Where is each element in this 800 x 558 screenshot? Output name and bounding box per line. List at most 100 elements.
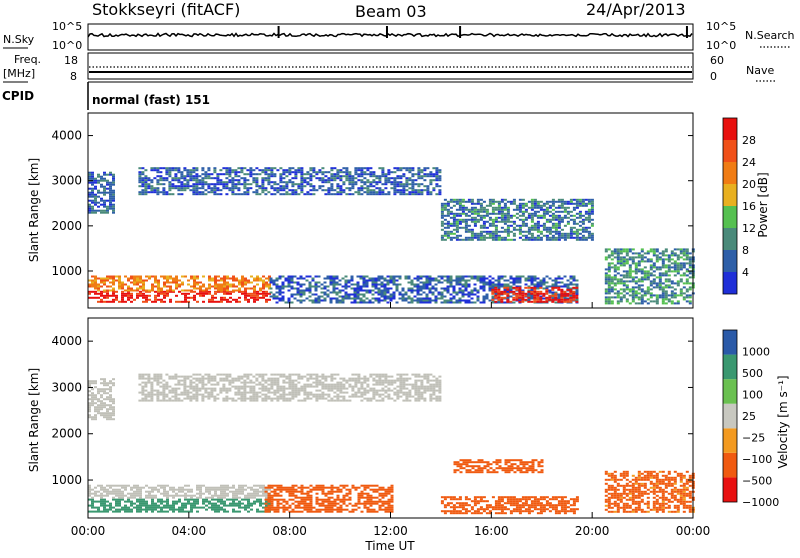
heatmap-cell xyxy=(509,291,512,293)
heatmap-cell xyxy=(626,300,629,302)
heatmap-cell xyxy=(136,276,139,278)
heatmap-cell xyxy=(632,258,635,260)
heatmap-cell xyxy=(198,181,201,183)
heatmap-cell xyxy=(187,501,190,503)
heatmap-cell xyxy=(162,187,165,189)
heatmap-cell xyxy=(352,511,355,513)
heatmap-cell xyxy=(656,258,659,260)
heatmap-cell xyxy=(456,300,459,302)
heatmap-cell xyxy=(453,504,456,506)
heatmap-cell xyxy=(214,505,217,507)
heatmap-cell xyxy=(546,219,549,221)
heatmap-cell xyxy=(387,169,390,171)
heatmap-cell xyxy=(480,282,483,284)
heatmap-cell xyxy=(366,191,369,193)
heatmap-cell xyxy=(229,487,232,489)
heatmap-cell xyxy=(127,501,130,503)
heatmap-cell xyxy=(315,294,318,296)
heatmap-cell xyxy=(524,293,527,295)
heatmap-cell xyxy=(223,485,226,487)
heatmap-cell xyxy=(124,509,127,511)
heatmap-cell xyxy=(390,298,393,300)
heatmap-cell xyxy=(144,183,147,185)
heatmap-cell xyxy=(363,177,366,179)
heatmap-cell xyxy=(638,298,641,300)
heatmap-cell xyxy=(166,286,169,288)
heatmap-cell xyxy=(683,286,686,288)
heatmap-cell xyxy=(94,210,97,212)
heatmap-cell xyxy=(677,254,680,256)
heatmap-cell xyxy=(133,276,136,278)
heatmap-cell xyxy=(180,173,183,175)
heatmap-cell xyxy=(411,183,414,185)
heatmap-cell xyxy=(510,496,513,498)
heatmap-cell xyxy=(417,288,420,290)
heatmap-cell xyxy=(345,167,348,169)
heatmap-cell xyxy=(196,497,199,499)
heatmap-cell xyxy=(285,175,288,177)
heatmap-cell xyxy=(444,504,447,506)
heatmap-cell xyxy=(480,288,483,290)
heatmap-cell xyxy=(91,178,94,180)
heatmap-cell xyxy=(121,493,124,495)
heatmap-cell xyxy=(97,507,100,509)
heatmap-cell xyxy=(384,292,387,294)
heatmap-cell xyxy=(282,181,285,183)
heatmap-cell xyxy=(495,506,498,508)
heatmap-cell xyxy=(367,485,370,487)
heatmap-cell xyxy=(501,512,504,514)
heatmap-cell xyxy=(540,209,543,211)
heatmap-cell xyxy=(166,495,169,497)
heatmap-cell xyxy=(504,502,507,504)
heatmap-cell xyxy=(585,219,588,221)
heatmap-cell xyxy=(147,179,150,181)
heatmap-cell xyxy=(285,169,288,171)
heatmap-cell xyxy=(195,187,198,189)
heatmap-cell xyxy=(564,496,567,498)
heatmap-cell xyxy=(516,504,519,506)
heatmap-cell xyxy=(327,276,330,278)
heatmap-cell xyxy=(232,491,235,493)
heatmap-cell xyxy=(396,181,399,183)
heatmap-cell xyxy=(127,293,130,295)
heatmap-cell xyxy=(330,298,333,300)
heatmap-cell xyxy=(348,173,351,175)
heatmap-cell xyxy=(576,201,579,203)
heatmap-cell xyxy=(357,288,360,290)
heatmap-cell xyxy=(370,489,373,491)
heatmap-cell xyxy=(507,215,510,217)
heatmap-cell xyxy=(588,213,591,215)
heatmap-cell xyxy=(124,501,127,503)
heatmap-cell xyxy=(626,276,629,278)
heatmap-cell xyxy=(208,497,211,499)
heatmap-cell xyxy=(560,291,563,293)
heatmap-cell xyxy=(256,499,259,501)
heatmap-cell xyxy=(298,511,301,513)
heatmap-cell xyxy=(576,496,579,498)
heatmap-cell xyxy=(453,223,456,225)
heatmap-cell xyxy=(522,498,525,500)
heatmap-cell xyxy=(244,297,247,299)
heatmap-cell xyxy=(178,511,181,513)
heatmap-cell xyxy=(160,507,163,509)
heatmap-cell xyxy=(232,499,235,501)
heatmap-cell xyxy=(183,179,186,181)
heatmap-cell xyxy=(573,502,576,504)
heatmap-cell xyxy=(570,211,573,213)
heatmap-cell xyxy=(420,189,423,191)
heatmap-cell xyxy=(103,487,106,489)
heatmap-cell xyxy=(477,235,480,237)
heatmap-cell xyxy=(363,280,366,282)
heatmap-cell xyxy=(304,507,307,509)
heatmap-cell xyxy=(635,270,638,272)
heatmap-cell xyxy=(474,290,477,292)
heatmap-cell xyxy=(477,512,480,514)
heatmap-cell xyxy=(486,205,489,207)
heatmap-cell xyxy=(543,504,546,506)
heatmap-cell xyxy=(303,284,306,286)
heatmap-cell xyxy=(234,193,237,195)
heatmap-cell xyxy=(525,235,528,237)
heatmap-cell xyxy=(450,211,453,213)
heatmap-cell xyxy=(561,286,564,288)
heatmap-cell xyxy=(228,173,231,175)
